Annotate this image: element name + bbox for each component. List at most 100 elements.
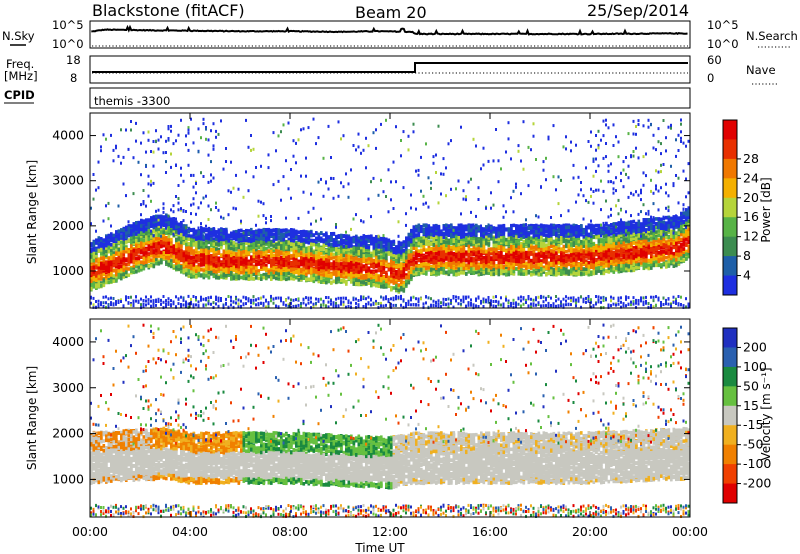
echo-cell (172, 204, 175, 208)
echo-cell (125, 226, 128, 230)
echo-cell (345, 265, 348, 270)
echo-cell (285, 264, 288, 269)
echo-cell (92, 255, 96, 259)
echo-cell (115, 251, 118, 255)
echo-cell (190, 297, 192, 301)
echo-cell (200, 229, 203, 233)
echo-cell (122, 231, 126, 235)
echo-cell (247, 299, 250, 303)
echo-cell (187, 237, 191, 242)
echo-cell (132, 192, 135, 196)
echo-cell (105, 280, 108, 285)
echo-cell (207, 296, 210, 300)
echo-cell (170, 248, 173, 252)
echo-cell (192, 303, 195, 307)
echo-cell (192, 305, 195, 309)
echo-cell (235, 256, 238, 260)
echo-cell (180, 118, 182, 122)
echo-cell (245, 272, 248, 277)
echo-cell (142, 299, 145, 302)
echo-cell (152, 242, 156, 247)
echo-cell (140, 245, 143, 249)
freq-right-label: Nave (746, 63, 776, 77)
echo-cell (315, 297, 317, 301)
echo-cell (272, 254, 276, 259)
echo-cell (190, 273, 193, 277)
echo-cell (160, 230, 163, 234)
echo-cell (217, 230, 221, 234)
echo-cell (295, 161, 297, 165)
echo-cell (300, 242, 303, 246)
echo-cell (157, 233, 161, 237)
echo-cell (152, 230, 156, 234)
echo-cell (227, 189, 230, 193)
echo-cell (90, 295, 92, 299)
echo-cell (105, 267, 108, 271)
echo-cell (232, 243, 236, 248)
echo-cell (210, 248, 213, 253)
echo-cell (160, 250, 163, 255)
echo-cell (307, 241, 311, 245)
echo-cell (315, 231, 318, 236)
echo-cell (295, 262, 298, 266)
echo-cell (337, 194, 340, 198)
echo-cell (337, 277, 341, 281)
echo-cell (117, 229, 121, 234)
echo-cell (290, 301, 292, 305)
echo-cell (122, 240, 126, 245)
echo-cell (285, 261, 288, 266)
echo-cell (230, 242, 233, 246)
echo-cell (137, 250, 141, 254)
echo-cell (260, 240, 263, 244)
echo-cell (235, 243, 238, 247)
echo-cell (282, 262, 286, 267)
echo-cell (222, 238, 226, 242)
echo-cell (172, 226, 176, 230)
echo-cell (317, 232, 321, 237)
echo-cell (340, 251, 343, 255)
echo-cell (140, 227, 143, 232)
echo-cell (140, 224, 143, 228)
echo-cell (255, 251, 258, 255)
echo-cell (132, 256, 136, 260)
echo-cell (197, 262, 201, 267)
echo-cell (320, 258, 323, 262)
echo-cell (277, 245, 281, 250)
echo-cell (135, 257, 138, 262)
echo-cell (262, 230, 266, 235)
echo-cell (150, 183, 152, 187)
echo-cell (197, 226, 200, 230)
echo-cell (342, 300, 345, 304)
echo-cell (230, 246, 233, 251)
echo-cell (175, 258, 178, 263)
echo-cell (142, 305, 145, 309)
echo-cell (100, 239, 103, 244)
echo-cell (142, 302, 145, 306)
echo-cell (187, 255, 191, 259)
echo-cell (160, 298, 162, 302)
echo-cell (210, 302, 212, 306)
echo-cell (190, 246, 193, 251)
echo-cell (192, 232, 196, 237)
echo-cell (147, 264, 151, 268)
echo-cell (132, 232, 136, 237)
echo-cell (185, 240, 188, 244)
echo-cell (212, 249, 216, 254)
echo-cell (100, 263, 103, 267)
echo-cell (122, 242, 126, 247)
echo-cell (250, 246, 253, 251)
echo-cell (165, 299, 167, 303)
echo-cell (262, 264, 266, 268)
echo-cell (170, 223, 173, 227)
echo-cell (125, 231, 128, 235)
echo-cell (225, 249, 228, 254)
echo-cell (170, 261, 173, 266)
echo-cell (282, 123, 285, 127)
echo-cell (292, 234, 296, 239)
echo-cell (207, 229, 211, 233)
echo-cell (327, 269, 331, 273)
echo-cell (287, 276, 291, 280)
echo-cell (172, 264, 176, 268)
echo-cell (315, 246, 318, 250)
echo-cell (142, 202, 145, 206)
